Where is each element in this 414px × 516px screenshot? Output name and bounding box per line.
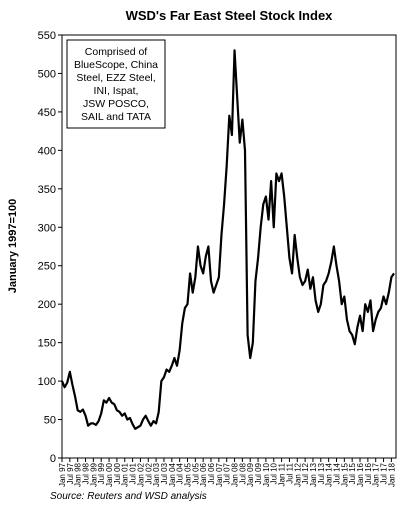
chart-title: WSD's Far East Steel Stock Index [126,8,334,23]
x-tick-label: Jan 18 [387,462,396,487]
x-tick-label: Jan 99 [89,462,98,487]
y-tick-label: 50 [44,415,56,427]
x-tick-label: Jan 09 [246,462,255,487]
y-tick-label: 400 [38,145,56,157]
x-tick-label: Jul 02 [144,462,153,484]
x-tick-label: Jul 04 [176,462,185,484]
y-tick-label: 550 [38,30,56,42]
x-tick-label: Jan 02 [136,462,145,487]
x-tick-label: Jan 97 [58,462,67,487]
x-tick-label: Jan 98 [74,462,83,487]
x-tick-label: Jan 03 [152,462,161,487]
x-tick-label: Jul 17 [380,462,389,484]
x-tick-label: Jan 04 [168,462,177,487]
x-tick-label: Jan 17 [372,462,381,487]
x-tick-label: Jan 05 [183,462,192,487]
plot-frame [61,34,397,459]
x-tick-label: Jul 08 [238,462,247,484]
x-tick-label: Jul 13 [317,462,326,484]
x-tick-label: Jan 07 [215,462,224,487]
x-tick-label: Jul 07 [223,462,232,484]
annotation-line: Steel, EZZ Steel, [76,72,155,84]
x-tick-label: Jul 03 [160,462,169,484]
x-tick-label: Jul 10 [270,462,279,484]
x-tick-label: Jul 11 [285,462,294,483]
x-tick-label: Jan 10 [262,462,271,487]
x-tick-label: Jan 06 [199,462,208,487]
x-tick-label: Jul 00 [113,462,122,484]
x-tick-label: Jul 99 [97,462,106,484]
x-tick-label: Jul 15 [348,462,357,484]
x-tick-label: Jan 01 [121,462,130,487]
x-tick-label: Jan 12 [293,462,302,487]
x-tick-label: Jul 97 [66,462,75,484]
x-tick-label: Jul 12 [301,462,310,484]
x-tick-label: Jan 08 [231,462,240,487]
y-tick-label: 100 [38,376,56,388]
x-tick-label: Jul 05 [191,462,200,484]
y-tick-label: 250 [38,261,56,273]
y-axis-label: January 1997=100 [7,199,19,294]
y-tick-label: 350 [38,184,56,196]
line-series [60,49,395,430]
y-tick-label: 0 [50,453,56,465]
annotation-line: Comprised of [85,46,148,58]
y-tick-label: 200 [38,299,56,311]
y-tick-label: 300 [38,222,56,234]
x-tick-label: Jan 00 [105,462,114,487]
x-tick-label: Jul 09 [254,462,263,484]
x-tick-label: Jul 98 [82,462,91,484]
y-tick-label: 500 [38,68,56,80]
x-tick-label: Jan 16 [356,462,365,487]
x-tick-label: Jul 06 [207,462,216,484]
source: Source: Reuters and WSD analysis [50,491,207,502]
annotation-line: INI, Ispat, [94,85,139,97]
x-tick-label: Jul 16 [364,462,373,484]
y-tick-label: 150 [38,338,56,350]
x-tick-label: Jan 13 [309,462,318,487]
x-tick-label: Jul 14 [332,462,341,484]
x-tick-label: Jan 14 [325,462,334,487]
annotation-line: JSW POSCO, [83,98,149,110]
annotation-line: SAIL and TATA [81,111,151,123]
x-tick-label: Jan 11 [278,462,287,486]
annotation-box [66,39,166,129]
x-tick-label: Jul 01 [129,462,138,484]
annotation-line: BlueScope, China [74,59,158,71]
x-tick-label: Jan 15 [340,462,349,487]
y-tick-label: 450 [38,107,56,119]
